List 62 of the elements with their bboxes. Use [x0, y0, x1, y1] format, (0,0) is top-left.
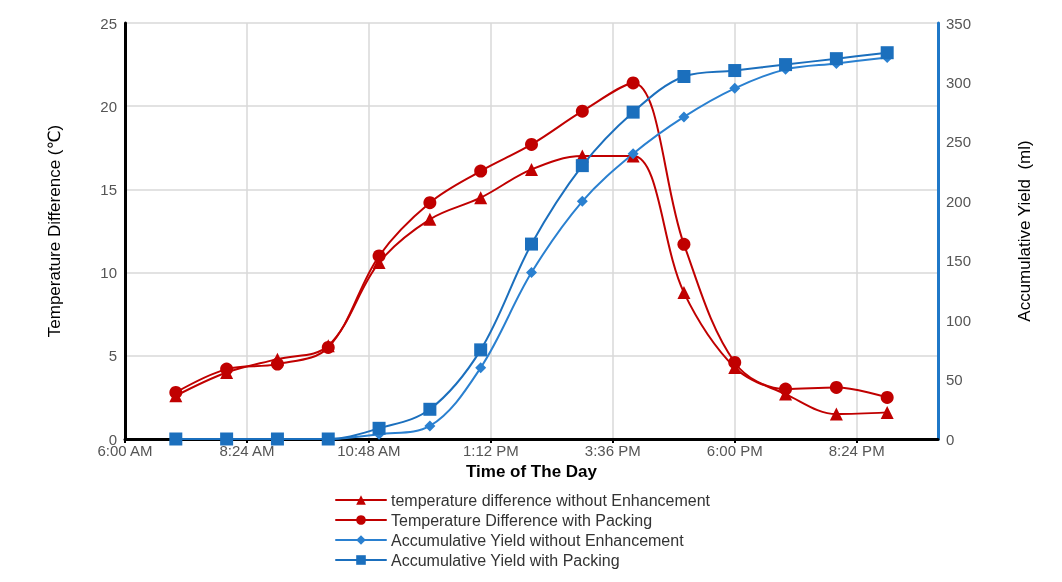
point [728, 355, 742, 369]
legend-label: Temperature Difference with Packing [391, 511, 653, 529]
x-tick-label: 6:00 PM [706, 442, 763, 459]
point [525, 162, 538, 176]
point [728, 64, 742, 78]
point [525, 237, 538, 251]
point [372, 249, 386, 263]
y2-tick-label: 300 [946, 73, 972, 91]
y2-axis-title: Accumulative Yield (ml) [1015, 140, 1034, 322]
y2-tick-label: 200 [946, 192, 972, 210]
y2-tick-label: 50 [946, 371, 963, 389]
point [626, 105, 640, 119]
point [372, 421, 386, 435]
point [678, 111, 690, 123]
y-axis-title: Temperature Difference (℃) [45, 124, 64, 338]
point [677, 237, 691, 251]
point [829, 380, 843, 394]
point [423, 402, 437, 416]
x-tick-label: 8:24 PM [828, 442, 885, 459]
point [779, 58, 793, 72]
y2-tick-label: 150 [946, 252, 972, 270]
point [475, 362, 487, 374]
y2-tick-label: 100 [946, 311, 972, 329]
point [474, 191, 488, 205]
point [880, 390, 894, 404]
point [575, 104, 589, 118]
point [677, 286, 691, 300]
point [423, 196, 437, 210]
y2-tick-label: 350 [946, 14, 972, 32]
y2-tick-label: 250 [946, 133, 972, 151]
point [880, 405, 894, 419]
point [423, 212, 437, 226]
y-tick-label: 20 [100, 97, 117, 115]
point [575, 159, 589, 173]
point [626, 76, 640, 90]
x-axis-title: Time of The Day [466, 461, 598, 481]
x-tick-label: 10:48 AM [337, 442, 401, 459]
point [169, 385, 183, 399]
point [474, 343, 488, 357]
legend-label: Accumulative Yield with Packing [391, 551, 620, 569]
point [474, 164, 488, 178]
point [576, 195, 588, 207]
y-tick-label: 25 [100, 14, 117, 32]
point [779, 382, 793, 396]
point [525, 137, 538, 151]
point [880, 46, 894, 60]
point [829, 407, 843, 421]
x-tick-label: 1:12 PM [462, 442, 519, 459]
point [526, 267, 537, 279]
y-tick-label: 10 [100, 264, 117, 282]
y-tick-label: 5 [108, 347, 117, 365]
point [424, 420, 436, 432]
point [270, 357, 284, 371]
y-tick-label: 15 [100, 180, 117, 198]
y2-tick-label: 0 [946, 430, 955, 448]
legend-label: temperature difference without Enhancement [391, 491, 711, 509]
x-tick-label: 8:24 AM [219, 442, 275, 459]
point [829, 52, 843, 66]
legend-label: Accumulative Yield without Enhancement [391, 531, 685, 549]
point [729, 82, 741, 94]
x-tick-label: 3:36 PM [584, 442, 641, 459]
point [677, 69, 691, 83]
